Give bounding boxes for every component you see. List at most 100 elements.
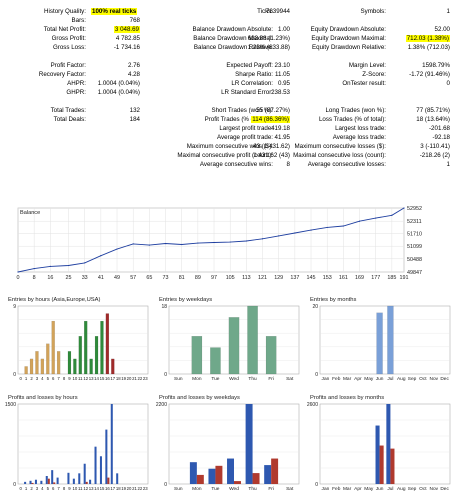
balance-ytick-label: 52311 bbox=[407, 219, 422, 225]
mini-bar bbox=[379, 445, 384, 484]
mini-ytick-label: 1500 bbox=[5, 402, 16, 408]
mini-ytick-label: 2200 bbox=[156, 402, 167, 408]
balance-ytick-label: 51710 bbox=[407, 232, 422, 238]
balance-xtick-label: 89 bbox=[195, 275, 201, 281]
mini-bar bbox=[107, 477, 110, 484]
mini-xtick-label: Oct bbox=[419, 486, 427, 492]
balance-point bbox=[67, 264, 70, 267]
stat-label: Equity Drawdown Relative: bbox=[312, 44, 386, 51]
mini-xtick-label: 7 bbox=[57, 376, 60, 381]
stat-label: Average profit trade: bbox=[217, 134, 273, 141]
mini-bar bbox=[208, 468, 216, 484]
profits-by-months-chart: Profits and losses by months 2600 0 Jan Feb M… bbox=[306, 392, 454, 496]
mini-xtick-label: 11 bbox=[78, 486, 83, 491]
mini-bar bbox=[271, 458, 279, 484]
mini-chart-title: Profits and losses by hours bbox=[8, 395, 78, 401]
mini-xtick-label: 23 bbox=[143, 486, 148, 491]
mini-ytick-label: 0 bbox=[315, 372, 318, 378]
stat-label: Maximal consecutive profit (count): bbox=[177, 152, 273, 159]
mini-xtick-label: 2 bbox=[30, 376, 33, 381]
mini-xtick-label: 1 bbox=[25, 486, 28, 491]
balance-point bbox=[375, 217, 377, 219]
stat-label: LR Standard Error: bbox=[221, 89, 273, 96]
mini-xtick-label: Aug bbox=[397, 376, 406, 382]
mini-xtick-label: 6 bbox=[52, 376, 55, 381]
stat-value: 18 (13.64%) bbox=[416, 116, 450, 123]
stat-label: Sharpe Ratio: bbox=[235, 71, 273, 78]
balance-plot-frame bbox=[17, 207, 405, 273]
mini-xtick-label: 15 bbox=[100, 376, 105, 381]
mini-bar bbox=[111, 358, 115, 375]
balance-xtick-label: 25 bbox=[66, 275, 72, 281]
stat-label: Average consecutive losses: bbox=[307, 161, 386, 168]
stat-value: 1 bbox=[446, 161, 450, 168]
mini-xtick-label: 18 bbox=[116, 486, 121, 491]
mini-bar bbox=[105, 313, 110, 375]
mini-bar bbox=[31, 482, 34, 484]
mini-plot-frame bbox=[319, 403, 451, 485]
mini-xtick-label: 16 bbox=[105, 376, 110, 381]
stat-value: 77 (85.71%) bbox=[416, 107, 450, 114]
stat-label: Equity Drawdown Absolute: bbox=[310, 26, 386, 33]
stat-label: Gross Loss: bbox=[52, 44, 86, 51]
stat-value: 41.95 bbox=[274, 134, 290, 141]
mini-bar bbox=[94, 446, 97, 484]
balance-point bbox=[294, 232, 296, 234]
balance-xtick-label: 177 bbox=[371, 275, 380, 281]
balance-xtick-label: 8 bbox=[33, 275, 36, 281]
mini-xtick-label: Wed bbox=[229, 486, 239, 492]
mini-xtick-label: Nov bbox=[429, 376, 438, 382]
balance-point bbox=[213, 241, 215, 244]
mini-bar bbox=[247, 305, 258, 375]
mini-xtick-label: 3 bbox=[36, 376, 39, 381]
stat-label: Balance Drawdown Absolute: bbox=[192, 26, 274, 33]
stat-label: Margin Level: bbox=[348, 62, 386, 69]
entries-by-months-chart: Entries by months 20 0 Jan Feb Mar Apr May Jun Ju… bbox=[306, 294, 454, 386]
stat-label: Maximum consecutive losses ($): bbox=[294, 143, 386, 150]
stat-value: 100% real ticks bbox=[91, 8, 138, 15]
mini-xtick-label: Sun bbox=[174, 486, 183, 492]
mini-bar bbox=[83, 463, 86, 484]
balance-point bbox=[33, 268, 35, 270]
stat-value: 1.38% (712.03) bbox=[407, 44, 450, 51]
mini-plot-frame bbox=[319, 305, 451, 375]
balance-xtick-label: 161 bbox=[339, 275, 348, 281]
stat-label: Total Trades: bbox=[50, 107, 86, 114]
stat-label: Average consecutive wins: bbox=[199, 161, 273, 168]
stat-value: 8 bbox=[286, 161, 290, 168]
mini-plot-frame bbox=[17, 403, 149, 485]
stat-value: 419.18 bbox=[271, 125, 290, 132]
mini-xtick-label: 1 bbox=[25, 376, 28, 381]
mini-bar bbox=[67, 472, 70, 484]
balance-ytick-label: 52952 bbox=[407, 206, 422, 212]
mini-bar bbox=[34, 479, 37, 484]
mini-bar bbox=[376, 312, 383, 375]
balance-point bbox=[229, 241, 231, 243]
mini-xtick-label: 4 bbox=[41, 376, 44, 381]
mini-xtick-label: 4 bbox=[41, 486, 44, 491]
balance-point bbox=[310, 229, 312, 231]
stat-value: 52.00 bbox=[434, 26, 450, 33]
stat-value: 43 (1 431.62) bbox=[253, 143, 290, 150]
mini-xtick-label: 0 bbox=[20, 486, 23, 491]
mini-xtick-label: 20 bbox=[127, 486, 132, 491]
stat-value: -1 734.16 bbox=[113, 44, 140, 51]
mini-bar bbox=[51, 470, 54, 484]
stat-value: 55 (87.27%) bbox=[256, 107, 290, 114]
stat-value: 768 bbox=[129, 17, 140, 24]
balance-xtick-label: 121 bbox=[258, 275, 267, 281]
mini-xtick-label: 7 bbox=[57, 486, 60, 491]
balance-xtick-label: 137 bbox=[290, 275, 299, 281]
balance-xtick-label: 81 bbox=[179, 275, 185, 281]
stat-label: History Quality: bbox=[44, 8, 86, 15]
mini-xtick-label: 19 bbox=[121, 376, 126, 381]
mini-bar bbox=[85, 481, 88, 484]
mini-xtick-label: Sat bbox=[286, 376, 294, 382]
mini-bar bbox=[40, 480, 43, 484]
stat-label: Balance Drawdown Maximal: bbox=[193, 35, 273, 42]
mini-xtick-label: Jan bbox=[322, 486, 330, 492]
stat-label: AHPR: bbox=[67, 80, 86, 87]
mini-xtick-label: 18 bbox=[116, 376, 121, 381]
mini-bar bbox=[210, 347, 221, 375]
